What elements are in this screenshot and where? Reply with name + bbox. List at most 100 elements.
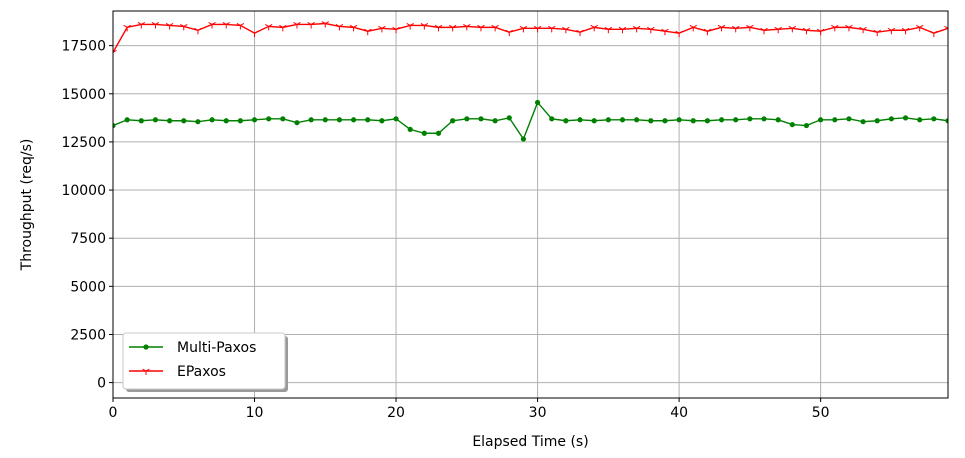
data-point [547, 25, 556, 33]
data-point [378, 25, 386, 33]
data-point [604, 26, 613, 34]
data-point [816, 28, 825, 36]
data-point [464, 116, 470, 122]
data-point [492, 118, 498, 124]
data-point [137, 22, 146, 29]
data-point [619, 117, 626, 123]
data-point [165, 23, 174, 30]
data-point [563, 118, 569, 124]
data-point [733, 117, 739, 123]
data-point [634, 117, 640, 123]
data-point [917, 117, 923, 123]
data-point [775, 117, 781, 123]
data-point [802, 27, 811, 35]
data-point [181, 118, 187, 124]
x-tick-label: 30 [529, 405, 547, 421]
data-point [818, 117, 824, 123]
legend-marker [143, 344, 149, 350]
y-tick-label: 7500 [70, 231, 106, 247]
data-point [717, 24, 726, 32]
series-line [113, 22, 948, 53]
data-point [533, 25, 542, 33]
data-point [887, 27, 896, 35]
data-point [293, 22, 301, 29]
plot-frame [112, 10, 949, 399]
data-point [506, 115, 512, 121]
data-point [788, 25, 797, 33]
data-point [618, 26, 627, 34]
data-point [463, 23, 471, 31]
legend-item: Multi-Paxos [129, 340, 256, 356]
data-point [335, 23, 344, 31]
data-point [138, 118, 144, 124]
legend-item: EPaxos [129, 364, 226, 380]
data-point [675, 30, 683, 38]
legend: Multi-Paxos EPaxos [122, 332, 288, 392]
data-point [915, 24, 924, 32]
data-point [549, 116, 555, 122]
data-point [420, 23, 429, 30]
data-point [648, 118, 654, 124]
data-point [236, 23, 245, 30]
data-point [152, 117, 159, 123]
data-point [365, 117, 371, 123]
data-point [364, 28, 372, 36]
data-point [661, 28, 669, 36]
data-point [379, 118, 385, 124]
data-point [266, 116, 272, 122]
data-point [746, 24, 754, 32]
data-point [647, 26, 655, 34]
data-point [718, 117, 725, 123]
data-point [789, 121, 795, 128]
y-tick-label: 15000 [61, 87, 106, 103]
data-point [519, 25, 528, 33]
data-point [222, 22, 230, 29]
data-point [209, 117, 215, 123]
data-point [832, 117, 838, 123]
data-point [194, 27, 202, 35]
data-point [774, 26, 782, 34]
data-point [336, 117, 343, 123]
x-tick-label: 20 [387, 405, 405, 421]
axis-ticks: 0 10 20 30 40 50 0 2500 5000 7500 10000 12500 15000 1… [61, 39, 829, 421]
y-tick-label: 12500 [61, 135, 106, 151]
series-2 [113, 21, 948, 57]
data-point [874, 118, 880, 124]
data-point [123, 24, 131, 32]
y-tick-label: 2500 [70, 327, 106, 343]
data-point [491, 24, 499, 32]
data-point [944, 25, 948, 33]
data-point [901, 27, 910, 35]
data-point [195, 119, 201, 125]
data-point [223, 118, 229, 124]
data-point [478, 116, 484, 122]
data-point [237, 118, 243, 124]
x-tick-label: 0 [109, 405, 118, 421]
data-point [392, 26, 400, 34]
x-axis-label: Elapsed Time (s) [472, 434, 588, 450]
data-point [803, 122, 810, 129]
y-tick-label: 17500 [61, 39, 106, 55]
data-point [662, 118, 668, 124]
data-point [279, 24, 287, 32]
data-point [873, 29, 881, 37]
data-point [208, 22, 216, 29]
data-point [859, 26, 867, 34]
y-axis-label: Throughput (req/s) [19, 139, 35, 272]
x-tick-label: 10 [246, 405, 264, 421]
data-point [945, 118, 948, 124]
data-point [845, 24, 853, 32]
data-point [632, 25, 641, 33]
legend-label: EPaxos [177, 364, 226, 380]
data-point [308, 117, 314, 123]
data-point [689, 24, 697, 32]
data-point [690, 118, 696, 124]
legend-marker [142, 368, 150, 375]
data-point [321, 21, 330, 28]
data-point [931, 116, 937, 122]
data-point [434, 24, 443, 32]
data-point [307, 22, 315, 29]
data-point [505, 29, 514, 37]
data-point [407, 126, 413, 133]
y-tick-label: 10000 [61, 183, 106, 199]
